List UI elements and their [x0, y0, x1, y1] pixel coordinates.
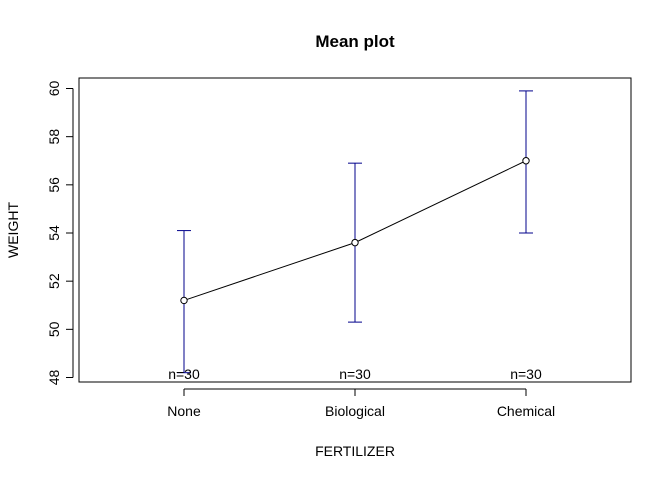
- count-label: n=30: [339, 366, 371, 382]
- x-axis: None Biological Chemical: [167, 388, 555, 419]
- y-axis-label: WEIGHT: [5, 202, 21, 258]
- plot-frame: [78, 77, 632, 383]
- y-tick-label: 50: [46, 321, 62, 337]
- x-tick-label: None: [167, 403, 201, 419]
- y-tick-label: 58: [46, 129, 62, 145]
- mean-point: [351, 238, 359, 247]
- y-tick-label: 60: [46, 81, 62, 97]
- x-tick-label: Chemical: [497, 403, 555, 419]
- y-tick-label: 52: [46, 273, 62, 289]
- count-label: n=30: [168, 366, 200, 382]
- y-tick-label: 48: [46, 370, 62, 386]
- mean-point: [522, 157, 530, 165]
- y-tick-label: 54: [46, 225, 62, 241]
- x-axis-label: FERTILIZER: [315, 443, 395, 459]
- count-labels: n=30 n=30 n=30: [168, 366, 542, 382]
- mean-point: [180, 296, 188, 305]
- y-tick-label: 56: [46, 177, 62, 193]
- error-bars: [177, 90, 533, 374]
- chart-title: Mean plot: [315, 32, 395, 51]
- mean-line: [180, 157, 530, 305]
- count-label: n=30: [510, 366, 542, 382]
- x-tick-label: Biological: [325, 403, 385, 419]
- y-axis: 48 50 52 54 56 58 60: [46, 81, 74, 386]
